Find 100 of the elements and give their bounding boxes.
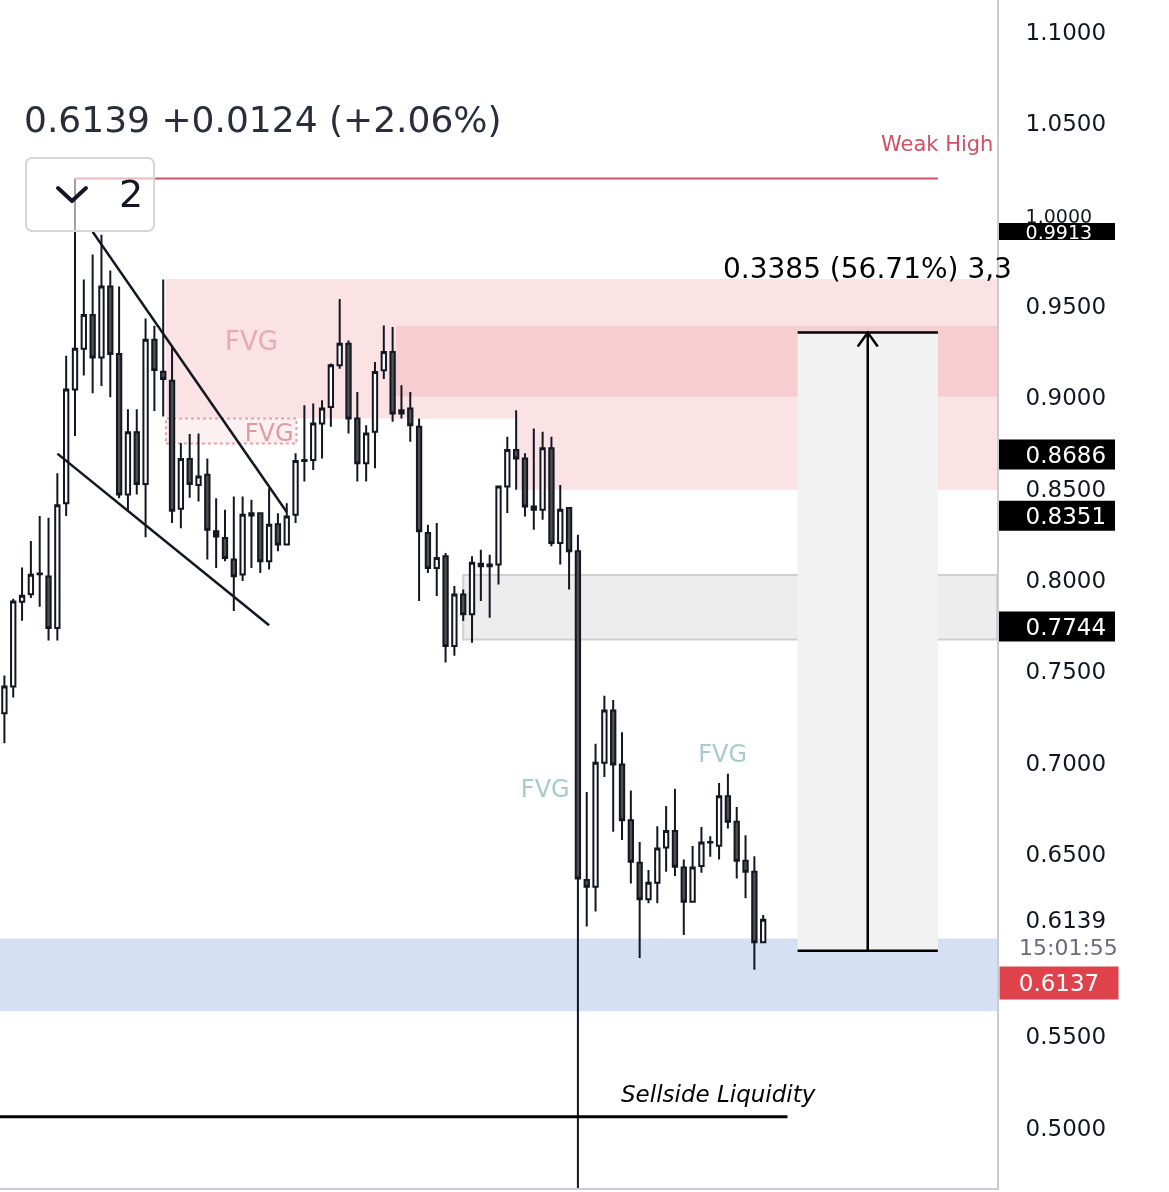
candlestick	[345, 339, 352, 435]
candlestick	[407, 390, 414, 443]
candlestick	[274, 512, 282, 553]
candlestick	[107, 269, 114, 399]
candlestick	[433, 522, 440, 598]
candlestick	[248, 498, 255, 569]
candlestick	[715, 782, 723, 861]
candlestick	[512, 409, 520, 491]
candlestick	[751, 855, 758, 971]
candlestick	[71, 177, 79, 437]
candlestick	[27, 539, 35, 600]
candlestick	[539, 430, 546, 521]
ref-line-label: Weak High	[881, 132, 994, 156]
candlestick	[477, 548, 485, 603]
band-label: FVG	[244, 418, 294, 447]
candlestick	[177, 442, 185, 530]
candlestick	[610, 699, 617, 833]
y-tick-label: 0.5000	[1025, 1114, 1107, 1141]
candlestick	[442, 552, 449, 664]
candlestick	[221, 508, 229, 563]
y-tick-label: 0.8351	[1025, 502, 1107, 529]
candlestick	[415, 417, 423, 603]
text: 0.6137	[1018, 970, 1100, 996]
candlestick	[292, 452, 299, 525]
y-tick-label: 0.6139	[1025, 906, 1107, 933]
dropdown-button: 2	[25, 157, 155, 232]
candlestick	[389, 326, 396, 423]
candlestick	[80, 278, 87, 377]
candlestick	[371, 360, 379, 470]
annotation: FVG	[520, 775, 570, 803]
candlestick	[301, 404, 308, 483]
candlestick	[468, 555, 476, 644]
candlestick	[327, 362, 335, 428]
candlestick	[521, 452, 529, 518]
y-tick-label: 0.8000	[1025, 566, 1107, 593]
candlestick	[689, 845, 696, 903]
candlestick	[662, 805, 670, 873]
candlestick	[89, 253, 96, 395]
y-tick-label: 0.7744	[1025, 613, 1107, 640]
candlestick	[36, 514, 43, 608]
annotation: FVG	[698, 740, 748, 768]
candlestick	[115, 285, 123, 500]
candlestick	[636, 840, 643, 960]
candlestick	[530, 427, 537, 531]
candlestick	[336, 297, 343, 370]
candlestick	[565, 507, 573, 591]
candlestick	[54, 472, 61, 642]
candlestick	[707, 835, 714, 858]
candlestick	[451, 585, 458, 657]
candlestick	[627, 789, 635, 885]
band-label: FVG	[225, 325, 278, 356]
candlestick	[495, 485, 502, 586]
y-tick-label: 1.1000	[1025, 19, 1107, 46]
candlestick	[601, 694, 608, 779]
y-tick-label: 0.5500	[1025, 1023, 1107, 1050]
band-label: 0.3385 (56.71%) 3,3	[723, 252, 1012, 285]
candlestick	[10, 597, 17, 699]
candlestick	[592, 742, 599, 913]
candlestick	[310, 402, 317, 471]
candlestick	[742, 834, 749, 900]
candlestick	[204, 457, 211, 561]
y-tick-label: 0.9000	[1025, 384, 1107, 411]
y-tick-label: 0.7000	[1025, 749, 1107, 776]
text: 0.6139 +0.0124 (+2.06%)	[24, 98, 502, 140]
candlestick	[548, 435, 555, 548]
y-tick-label: 0.6500	[1025, 840, 1107, 867]
candlestick	[680, 858, 687, 936]
candlestick	[557, 483, 564, 566]
candlestick	[380, 324, 387, 380]
candlestick	[698, 825, 705, 874]
candlestick	[151, 324, 158, 412]
candlestick	[574, 533, 582, 1188]
candlestick	[133, 408, 140, 496]
y-tick-label: 0.7500	[1025, 658, 1107, 685]
candlestick	[486, 553, 493, 619]
text: 15:01:55	[1019, 935, 1118, 960]
candlestick	[671, 787, 679, 878]
candlestick	[424, 523, 432, 574]
y-tick-label: 0.9500	[1025, 292, 1107, 319]
candlestick	[354, 390, 361, 483]
candlestick	[460, 588, 467, 622]
candlestick	[195, 432, 202, 503]
candlestick	[160, 278, 167, 418]
candlestick	[213, 497, 220, 569]
candlestick	[583, 791, 590, 928]
y-tick-label: 0.8686	[1025, 441, 1107, 468]
candlestick	[186, 433, 193, 499]
candlestick	[760, 913, 767, 944]
candlestick	[645, 869, 652, 905]
candlestick	[362, 424, 370, 483]
ref-line-label: Sellside Liquidity	[621, 1081, 816, 1107]
candlestick	[724, 772, 732, 830]
y-tick-label: 0.8500	[1025, 475, 1107, 502]
candlestick	[239, 495, 246, 583]
candlestick	[318, 399, 326, 460]
candlestick	[18, 566, 26, 622]
candlestick	[45, 516, 52, 642]
y-tick-label: 1.0500	[1025, 110, 1107, 137]
annotation: 2	[119, 171, 144, 217]
candlestick	[398, 384, 405, 420]
